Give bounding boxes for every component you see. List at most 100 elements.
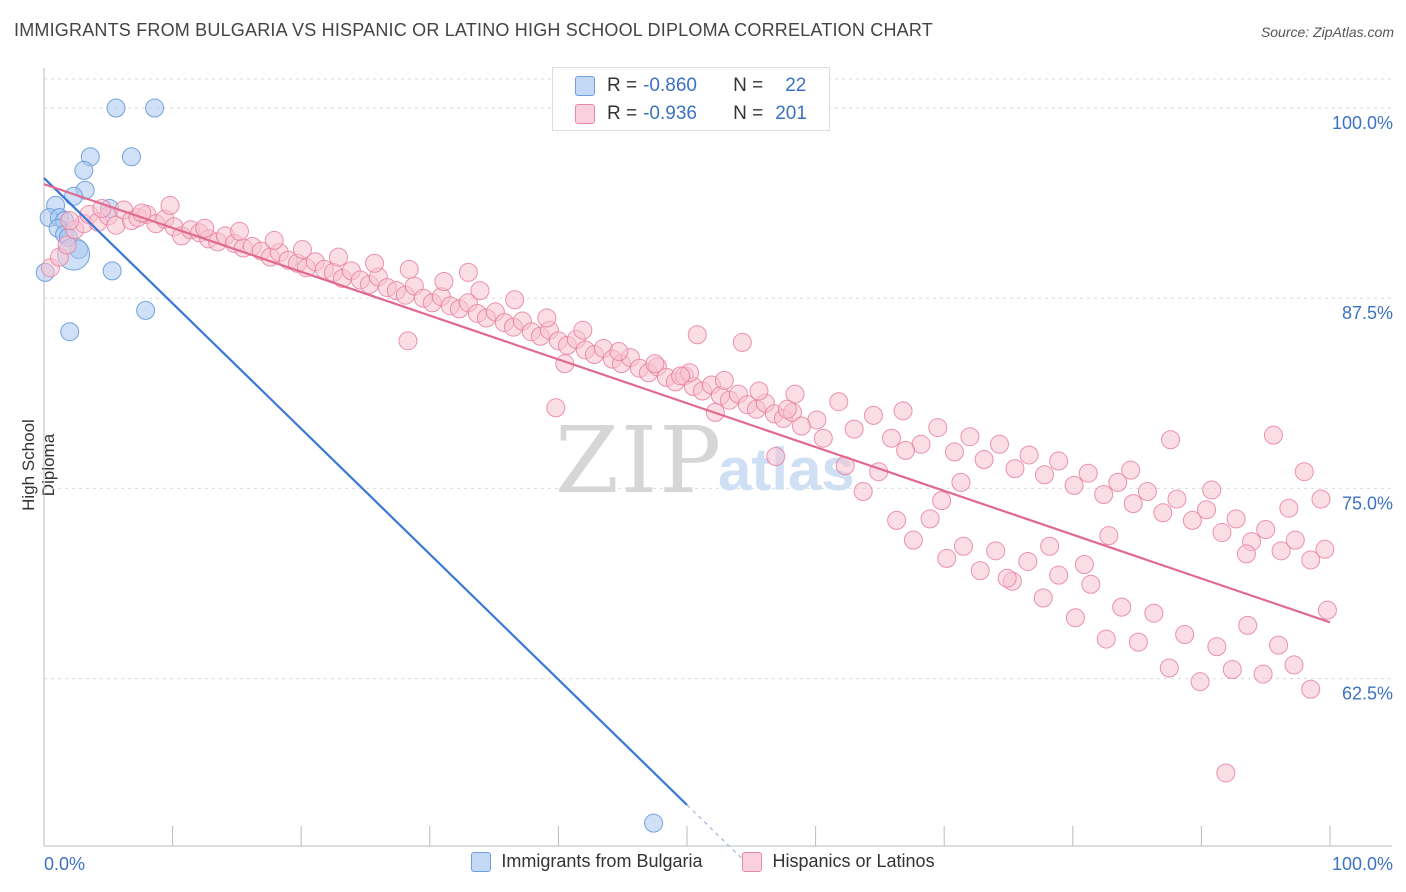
hispanic-point: [1271, 541, 1291, 561]
bulgaria-point: [136, 300, 156, 320]
legend-r-label: R =: [607, 75, 638, 96]
bulgaria-point: [106, 98, 126, 118]
series-legend-bulgaria[interactable]: Immigrants from Bulgaria: [471, 851, 702, 872]
hispanic-point: [997, 568, 1017, 588]
series-swatch-hispanic: [742, 851, 763, 872]
hispanic-point: [944, 442, 964, 462]
hispanic-point: [777, 399, 797, 419]
legend-n-value: 22: [785, 75, 807, 96]
hispanic-point: [398, 331, 418, 351]
hispanic-point: [1040, 536, 1060, 556]
hispanic-point: [1078, 463, 1098, 483]
hispanic-point: [1317, 600, 1337, 620]
hispanic-point: [1182, 510, 1202, 530]
legend-r-label: R =: [607, 103, 638, 124]
bulgaria-point: [74, 160, 94, 180]
hispanic-point: [1269, 635, 1289, 655]
hispanic-point: [505, 290, 525, 310]
hispanic-point: [1294, 462, 1314, 482]
hispanic-point: [893, 401, 913, 421]
bulgaria-point: [102, 261, 122, 281]
y-tick-label: 100.0%: [1332, 113, 1393, 133]
hispanic-point: [609, 341, 629, 361]
hispanic-point: [399, 259, 419, 279]
hispanic-point: [791, 416, 811, 436]
bulgaria-point: [145, 98, 165, 118]
hispanic-point: [1202, 480, 1222, 500]
hispanic-point: [470, 281, 490, 301]
hispanic-point: [970, 561, 990, 581]
hispanic-point: [687, 325, 707, 345]
hispanic-point: [928, 418, 948, 438]
bulgaria-trend-line: [43, 177, 688, 806]
hispanic-point: [960, 427, 980, 447]
hispanic-point: [1161, 430, 1181, 450]
legend-n-label: N =: [733, 75, 764, 96]
hispanic-point: [573, 320, 593, 340]
hispanic-point: [1018, 551, 1038, 571]
hispanic-point: [1284, 655, 1304, 675]
hispanic-point: [1197, 500, 1217, 520]
hispanic-point: [434, 271, 454, 291]
hispanic-point: [714, 370, 734, 390]
x-tick-label-max: 100.0%: [1332, 854, 1393, 874]
hispanic-point: [1263, 425, 1283, 445]
chart-title: IMMIGRANTS FROM BULGARIA VS HISPANIC OR …: [14, 20, 933, 40]
hispanic-point: [1144, 603, 1164, 623]
watermark-atlas: atlas: [718, 436, 855, 503]
hispanic-point: [1222, 659, 1242, 679]
hispanic-point: [537, 308, 557, 328]
hispanic-point: [844, 419, 864, 439]
hispanic-point: [766, 446, 786, 466]
series-legend: Immigrants from Bulgaria Hispanics or La…: [0, 851, 1406, 872]
hispanic-point: [1253, 664, 1273, 684]
series-swatch-bulgaria: [471, 851, 492, 872]
hispanic-point: [863, 405, 883, 425]
hispanic-point: [732, 332, 752, 352]
hispanic-point: [1190, 672, 1210, 692]
hispanic-point: [546, 398, 566, 418]
hispanic-point: [292, 240, 312, 260]
hispanic-point: [749, 381, 769, 401]
hispanic-point: [1121, 460, 1141, 480]
hispanic-point: [264, 230, 284, 250]
hispanic-point: [1153, 503, 1173, 523]
hispanic-point: [328, 247, 348, 267]
hispanic-point: [92, 198, 112, 218]
hispanic-point: [986, 541, 1006, 561]
legend-row-hispanic: R = -0.936 N = 201: [553, 101, 807, 127]
hispanic-point: [974, 450, 994, 470]
bulgaria-point: [644, 813, 664, 833]
hispanic-point: [1112, 597, 1132, 617]
bulgaria-point: [121, 147, 141, 167]
hispanic-point: [160, 195, 180, 215]
hispanic-point: [887, 510, 907, 530]
hispanic-point: [1238, 615, 1258, 635]
hispanic-point: [937, 548, 957, 568]
hispanic-point: [903, 530, 923, 550]
hispanic-point: [1301, 550, 1321, 570]
hispanic-point: [195, 218, 215, 238]
legend-n-label: N =: [733, 103, 764, 124]
legend-n-value: 201: [775, 103, 807, 124]
hispanic-point: [57, 235, 77, 255]
hispanic-point: [365, 253, 385, 273]
hispanic-point: [60, 211, 80, 231]
hispanic-point: [1216, 763, 1236, 783]
correlation-legend: R = -0.860 N = 22 R = -0.936 N = 201: [552, 67, 830, 131]
x-tick-label-min: 0.0%: [44, 854, 85, 874]
hispanic-point: [1207, 637, 1227, 657]
legend-r-value: -0.936: [643, 103, 697, 124]
hispanic-point: [951, 472, 971, 492]
hispanic-point: [1096, 629, 1116, 649]
hispanic-point: [1081, 574, 1101, 594]
hispanic-point: [645, 354, 665, 374]
series-legend-hispanic[interactable]: Hispanics or Latinos: [742, 851, 935, 872]
hispanic-point: [1175, 625, 1195, 645]
hispanic-trend-line: [43, 183, 1331, 624]
hispanic-point: [1301, 679, 1321, 699]
hispanic-point: [1159, 658, 1179, 678]
hispanic-point: [1064, 475, 1084, 495]
hispanic-point: [1279, 498, 1299, 518]
hispanic-point: [785, 384, 805, 404]
